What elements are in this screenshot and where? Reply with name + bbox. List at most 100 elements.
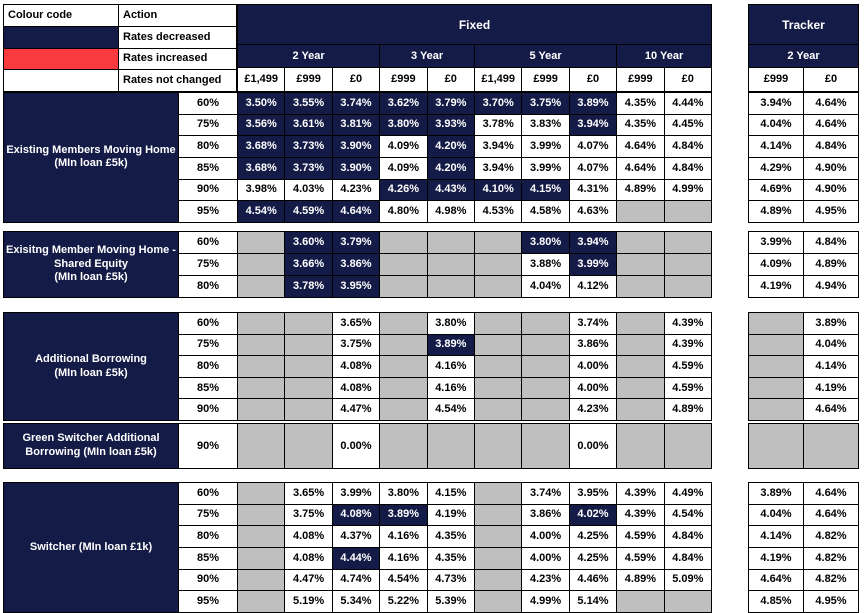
rate-cell[interactable]: 4.95% xyxy=(804,591,858,612)
rate-cell[interactable]: 5.09% xyxy=(664,569,711,591)
rate-cell[interactable]: 4.16% xyxy=(427,377,474,399)
rate-cell[interactable]: 4.59% xyxy=(664,356,711,377)
rate-cell[interactable]: 3.78% xyxy=(475,114,522,136)
rate-cell[interactable]: 4.23% xyxy=(332,179,380,201)
rate-cell[interactable]: 4.08% xyxy=(285,547,332,569)
rate-cell[interactable]: 4.47% xyxy=(285,569,332,591)
rate-cell[interactable]: 3.74% xyxy=(332,93,380,114)
rate-cell[interactable]: 4.84% xyxy=(804,136,858,157)
rate-cell[interactable]: 4.00% xyxy=(569,356,617,377)
rate-cell[interactable]: 4.15% xyxy=(427,483,474,504)
rate-cell[interactable]: 4.19% xyxy=(804,377,858,399)
rate-cell[interactable]: 4.44% xyxy=(664,93,711,114)
rate-cell[interactable]: 4.64% xyxy=(804,504,858,526)
rate-cell[interactable]: 4.63% xyxy=(569,201,617,222)
rate-cell[interactable]: 3.60% xyxy=(285,232,332,253)
rate-cell[interactable]: 4.20% xyxy=(427,157,474,179)
rate-cell[interactable]: 3.95% xyxy=(569,483,617,504)
rate-cell[interactable]: 4.90% xyxy=(804,179,858,201)
rate-cell[interactable]: 3.80% xyxy=(380,483,427,504)
rate-cell[interactable]: 0.00% xyxy=(569,424,617,468)
rate-cell[interactable]: 4.09% xyxy=(380,136,427,157)
rate-cell[interactable]: 4.69% xyxy=(749,179,803,201)
rate-cell[interactable]: 3.78% xyxy=(285,276,332,297)
rate-cell[interactable]: 4.46% xyxy=(569,569,617,591)
rate-cell[interactable]: 4.47% xyxy=(332,399,380,420)
rate-cell[interactable]: 3.86% xyxy=(569,334,617,356)
rate-cell[interactable]: 4.09% xyxy=(749,254,803,275)
rate-cell[interactable]: 3.80% xyxy=(522,232,569,253)
rate-cell[interactable]: 3.56% xyxy=(238,114,285,136)
rate-cell[interactable]: 4.54% xyxy=(427,399,474,420)
rate-cell[interactable]: 4.73% xyxy=(427,569,474,591)
rate-cell[interactable]: 3.75% xyxy=(285,504,332,526)
rate-cell[interactable]: 4.94% xyxy=(804,276,858,297)
rate-cell[interactable]: 3.81% xyxy=(332,114,380,136)
rate-cell[interactable]: 4.84% xyxy=(664,157,711,179)
rate-cell[interactable]: 3.89% xyxy=(380,504,427,526)
rate-cell[interactable]: 4.23% xyxy=(522,569,569,591)
rate-cell[interactable]: 4.35% xyxy=(427,547,474,569)
rate-cell[interactable]: 4.25% xyxy=(569,526,617,547)
rate-cell[interactable]: 4.59% xyxy=(617,526,664,547)
rate-cell[interactable]: 3.66% xyxy=(285,254,332,275)
rate-cell[interactable]: 4.19% xyxy=(749,547,803,569)
rate-cell[interactable]: 3.79% xyxy=(427,93,474,114)
rate-cell[interactable]: 4.08% xyxy=(332,377,380,399)
rate-cell[interactable]: 3.94% xyxy=(475,136,522,157)
rate-cell[interactable]: 3.86% xyxy=(522,504,569,526)
rate-cell[interactable]: 4.64% xyxy=(804,399,858,420)
rate-cell[interactable]: 4.16% xyxy=(427,356,474,377)
rate-cell[interactable]: 4.23% xyxy=(569,399,617,420)
rate-cell[interactable]: 4.16% xyxy=(380,526,427,547)
rate-cell[interactable]: 4.35% xyxy=(617,114,664,136)
rate-cell[interactable]: 4.19% xyxy=(427,504,474,526)
rate-cell[interactable]: 4.59% xyxy=(285,201,332,222)
rate-cell[interactable]: 4.00% xyxy=(522,547,569,569)
rate-cell[interactable]: 4.20% xyxy=(427,136,474,157)
rate-cell[interactable]: 4.64% xyxy=(617,157,664,179)
rate-cell[interactable]: 3.70% xyxy=(475,93,522,114)
rate-cell[interactable]: 4.00% xyxy=(522,526,569,547)
rate-cell[interactable]: 3.55% xyxy=(285,93,332,114)
rate-cell[interactable]: 4.04% xyxy=(522,276,569,297)
rate-cell[interactable]: 4.58% xyxy=(522,201,569,222)
rate-cell[interactable]: 4.98% xyxy=(427,201,474,222)
rate-cell[interactable]: 4.04% xyxy=(804,334,858,356)
rate-cell[interactable]: 4.16% xyxy=(380,547,427,569)
rate-cell[interactable]: 4.84% xyxy=(664,547,711,569)
rate-cell[interactable]: 3.93% xyxy=(427,114,474,136)
rate-cell[interactable]: 4.82% xyxy=(804,547,858,569)
rate-cell[interactable]: 4.54% xyxy=(238,201,285,222)
rate-cell[interactable]: 5.39% xyxy=(427,591,474,612)
rate-cell[interactable]: 4.84% xyxy=(804,232,858,253)
rate-cell[interactable]: 4.43% xyxy=(427,179,474,201)
rate-cell[interactable]: 4.49% xyxy=(664,483,711,504)
rate-cell[interactable]: 4.29% xyxy=(749,157,803,179)
rate-cell[interactable]: 5.14% xyxy=(569,591,617,612)
rate-cell[interactable]: 3.89% xyxy=(427,334,474,356)
rate-cell[interactable]: 4.64% xyxy=(804,114,858,136)
rate-cell[interactable]: 3.65% xyxy=(285,483,332,504)
rate-cell[interactable]: 5.19% xyxy=(285,591,332,612)
rate-cell[interactable]: 4.19% xyxy=(749,276,803,297)
rate-cell[interactable]: 4.89% xyxy=(617,569,664,591)
rate-cell[interactable]: 3.50% xyxy=(238,93,285,114)
rate-cell[interactable]: 4.74% xyxy=(332,569,380,591)
rate-cell[interactable]: 4.10% xyxy=(475,179,522,201)
rate-cell[interactable]: 4.08% xyxy=(285,526,332,547)
rate-cell[interactable]: 4.35% xyxy=(617,93,664,114)
rate-cell[interactable]: 4.39% xyxy=(617,504,664,526)
rate-cell[interactable]: 3.79% xyxy=(332,232,380,253)
rate-cell[interactable]: 3.80% xyxy=(380,114,427,136)
rate-cell[interactable]: 4.64% xyxy=(617,136,664,157)
rate-cell[interactable]: 4.39% xyxy=(664,334,711,356)
rate-cell[interactable]: 4.89% xyxy=(617,179,664,201)
rate-cell[interactable]: 3.68% xyxy=(238,157,285,179)
rate-cell[interactable]: 4.26% xyxy=(380,179,427,201)
rate-cell[interactable]: 4.90% xyxy=(804,157,858,179)
rate-cell[interactable]: 0.00% xyxy=(332,424,380,468)
rate-cell[interactable]: 3.99% xyxy=(569,254,617,275)
rate-cell[interactable]: 3.73% xyxy=(285,136,332,157)
rate-cell[interactable]: 4.95% xyxy=(804,201,858,222)
